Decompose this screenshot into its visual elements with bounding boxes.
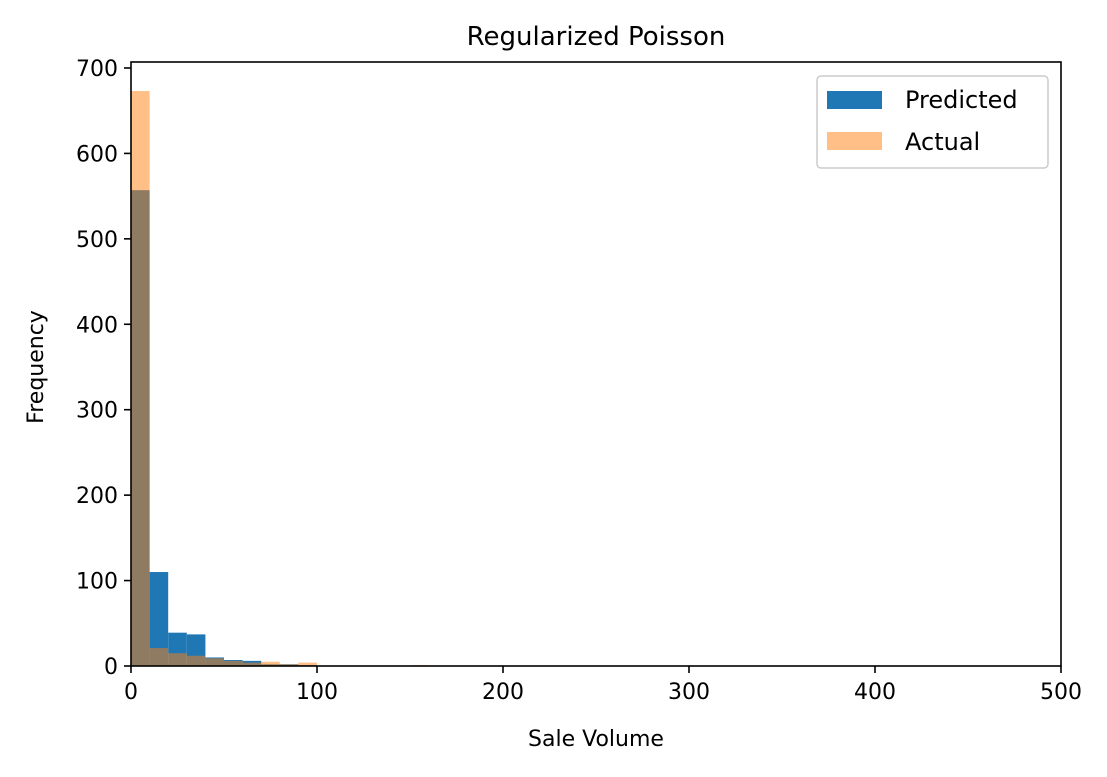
x-tick-label-400: 400 — [854, 680, 896, 705]
bar-actual-2 — [168, 653, 187, 666]
bar-predicted-1 — [149, 572, 169, 666]
legend-swatch-predicted — [827, 91, 882, 109]
bar-actual-9 — [298, 662, 317, 666]
bar-actual-8 — [279, 664, 299, 666]
x-tick-label-200: 200 — [482, 680, 524, 705]
y-tick-label-500: 500 — [76, 228, 118, 253]
y-axis-label: Frequency — [24, 310, 49, 424]
x-tick-label-0: 0 — [124, 680, 138, 705]
axes-layer — [130, 61, 1062, 667]
bars-layer — [131, 91, 429, 666]
y-tick-label-0: 0 — [104, 655, 118, 680]
x-tick-label-300: 300 — [668, 680, 710, 705]
y-tick-label-100: 100 — [76, 570, 118, 595]
y-tick-label-300: 300 — [76, 399, 118, 424]
x-axis-label: Sale Volume — [528, 727, 664, 752]
bar-actual-5 — [224, 660, 243, 666]
plot-frame — [130, 61, 1062, 667]
legend-label-actual: Actual — [905, 128, 980, 156]
legend: Predicted Actual — [816, 75, 1049, 169]
ticks-layer: 0 100 200 300 400 500 0 100 200 300 400 500 600 700 — [76, 57, 1082, 705]
bar-actual-7 — [261, 661, 280, 666]
chart-title: Regularized Poisson — [467, 22, 726, 52]
bar-actual-4 — [205, 658, 224, 666]
y-tick-label-400: 400 — [76, 313, 118, 338]
bar-actual-0 — [131, 91, 150, 666]
bar-actual-3 — [186, 655, 206, 666]
x-tick-label-100: 100 — [296, 680, 338, 705]
legend-swatch-actual — [827, 132, 882, 150]
bar-actual-1 — [149, 648, 169, 666]
legend-label-predicted: Predicted — [905, 86, 1018, 114]
x-tick-label-500: 500 — [1040, 680, 1082, 705]
bar-actual-6 — [242, 662, 262, 666]
y-tick-label-200: 200 — [76, 484, 118, 509]
y-tick-label-600: 600 — [76, 142, 118, 167]
y-tick-label-700: 700 — [76, 57, 118, 82]
